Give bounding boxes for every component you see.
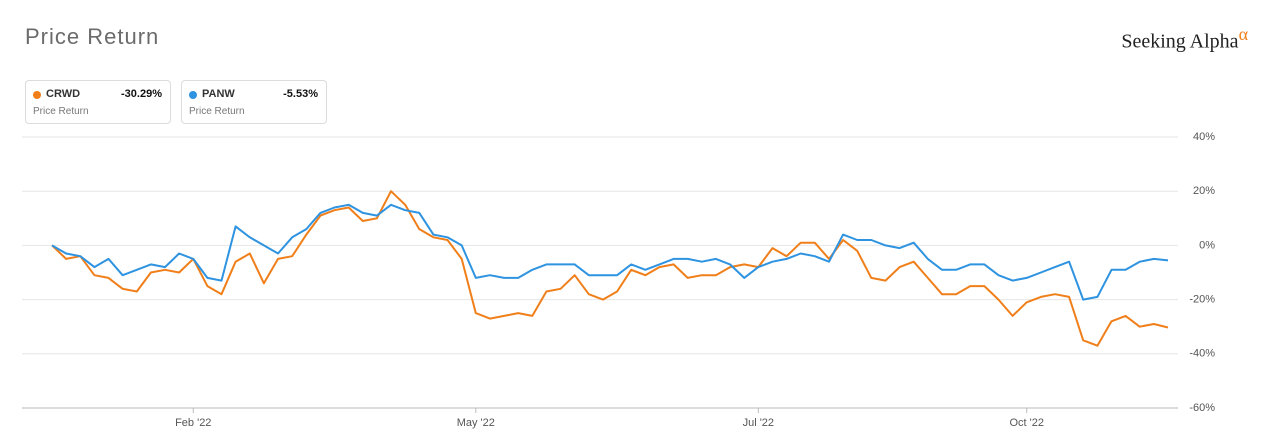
x-tick-label: Feb '22 — [175, 417, 211, 429]
legend-card: PANW -5.53% Price Return — [181, 80, 327, 124]
y-tick-label: 0% — [1199, 239, 1215, 251]
legend-caption: Price Return — [33, 106, 89, 117]
y-tick-label: -60% — [1189, 402, 1215, 414]
legend-caption: Price Return — [189, 106, 245, 117]
line-series — [51, 203, 1169, 301]
brand-mark: α — [1238, 24, 1248, 44]
legend-return: -30.29% — [121, 88, 162, 100]
legend-return: -5.53% — [283, 88, 318, 100]
line-series — [51, 190, 1169, 347]
legend-name: PANW — [202, 88, 235, 100]
legend-card: CRWD -30.29% Price Return — [25, 80, 171, 124]
x-tick-label: May '22 — [457, 417, 495, 429]
y-tick-label: -20% — [1189, 294, 1215, 306]
legend-swatch — [189, 91, 197, 99]
legend-swatch — [33, 91, 41, 99]
legend-name: CRWD — [46, 88, 81, 100]
chart-title: Price Return — [25, 24, 160, 49]
y-tick-label: -40% — [1189, 348, 1215, 360]
brand: Seeking Alphaα — [1121, 24, 1248, 54]
y-tick-label: 20% — [1193, 185, 1215, 197]
x-tick-label: Oct '22 — [1009, 417, 1044, 429]
brand-name: Seeking Alpha — [1121, 30, 1239, 53]
x-tick-label: Jul '22 — [743, 417, 774, 429]
y-tick-label: 40% — [1193, 131, 1215, 143]
